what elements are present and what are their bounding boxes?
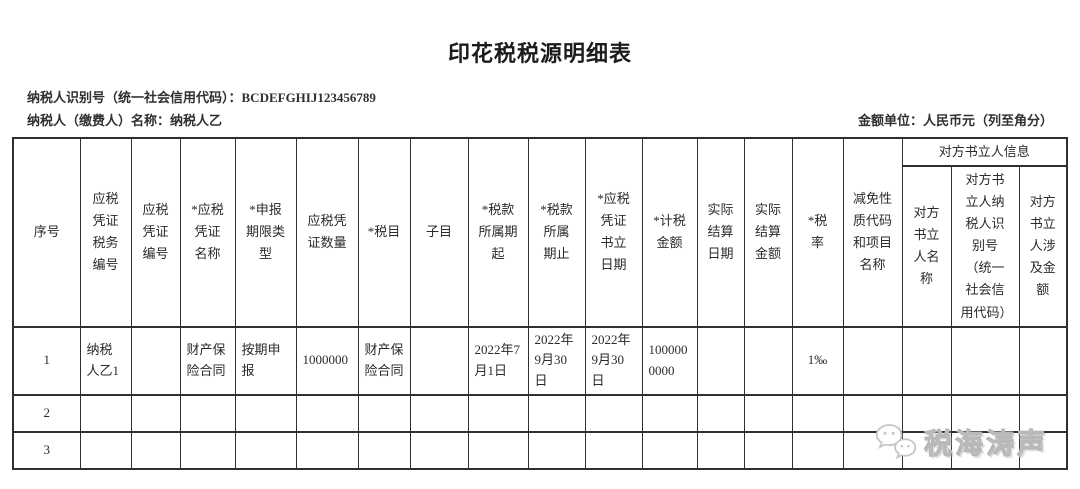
table-cell: 1 <box>12 325 81 397</box>
table-cell: 财产保险合同 <box>357 325 411 397</box>
column-header-cell: *税率 <box>791 137 844 328</box>
table-cell <box>641 394 698 434</box>
table-cell: 财产保险合同 <box>179 325 236 397</box>
table-body: 1 纳税人乙1 财产保险合同 按期申报 1000000 财产保险合同 2022年7月1日 20… <box>12 325 1068 471</box>
column-header-cell: *税款所属期起 <box>467 137 529 328</box>
table-cell: 2022年9月30日 <box>527 325 586 397</box>
table-cell <box>1018 431 1068 471</box>
column-header-cell: *应税凭证名称 <box>179 137 236 328</box>
table-cell <box>409 325 469 397</box>
table-cell: 1000000 <box>295 325 359 397</box>
table-cell: 2022年7月1日 <box>467 325 529 397</box>
table-cell: 1‰ <box>791 325 844 397</box>
table-cell <box>950 394 1020 434</box>
table-cell <box>696 431 745 471</box>
table-cell <box>130 394 181 434</box>
table-cell <box>130 325 181 397</box>
column-header-cell: 子目 <box>409 137 469 328</box>
table-cell <box>1018 394 1068 434</box>
taxpayer-name-value: 纳税人乙 <box>170 113 223 128</box>
column-header-cell: *税款所属期止 <box>527 137 586 328</box>
table-cell <box>1018 325 1068 397</box>
table-cell <box>527 431 586 471</box>
table-cell <box>357 431 411 471</box>
table-cell <box>234 431 297 471</box>
table-cell <box>295 431 359 471</box>
table-cell <box>584 394 643 434</box>
column-header-cell: 对方书立人纳税人识别号（统一社会信用代码） <box>950 165 1020 328</box>
taxpayer-name-line: 纳税人（缴费人）名称：纳税人乙 <box>27 110 222 129</box>
table-cell <box>950 325 1020 397</box>
table-cell <box>743 325 793 397</box>
column-header-cell: 对方书立人名称 <box>901 165 952 328</box>
table-row: 1 纳税人乙1 财产保险合同 按期申报 1000000 财产保险合同 2022年7月1日 20… <box>12 325 1068 397</box>
page-title: 印花税税源明细表 <box>447 41 632 66</box>
column-header-cell: 实际结算日期 <box>696 137 745 328</box>
table-cell <box>950 431 1020 471</box>
column-header-cell: 应税凭证税务编号 <box>79 137 132 328</box>
column-header-cell: 应税凭证编号 <box>130 137 181 328</box>
table-cell: 2 <box>12 394 81 434</box>
table-cell <box>791 394 844 434</box>
taxpayer-id-line: 纳税人识别号（统一社会信用代码）：BCDEFGHIJ123456789 <box>27 87 376 106</box>
table-cell: 2022年9月30日 <box>584 325 643 397</box>
table-cell <box>79 431 132 471</box>
table-cell <box>743 431 793 471</box>
table-cell <box>584 431 643 471</box>
column-header-cell: 减免性质代码和项目名称 <box>842 137 903 328</box>
table-cell <box>842 325 903 397</box>
column-header-cell: *计税金额 <box>641 137 698 328</box>
table-cell <box>409 431 469 471</box>
table-cell <box>357 394 411 434</box>
table-cell <box>842 394 903 434</box>
table-header: 序号 应税凭证税务编号 应税凭证编号 *应税凭证名称 *申报期限类型 应税凭证数量 *税目子… <box>12 137 1068 328</box>
table-cell <box>901 431 952 471</box>
header-row-sub: 对方书立人名称 对方书立人纳税人识别号（统一社会信用代码） 对方书立人涉及金额 <box>13 165 1068 328</box>
table-cell <box>409 394 469 434</box>
column-header-cell: 对方书立人涉及金额 <box>1018 165 1068 328</box>
table-cell <box>467 394 529 434</box>
header-row-main: 序号 应税凭证税务编号 应税凭证编号 *应税凭证名称 *申报期限类型 应税凭证数量 *税目子… <box>12 137 1068 328</box>
table-cell <box>179 394 236 434</box>
column-header-cell: *应税凭证书立日期 <box>584 137 643 328</box>
table-cell <box>696 394 745 434</box>
group-header-cell: 对方书立人信息 <box>901 137 1068 167</box>
table-cell <box>696 325 745 397</box>
table-cell: 3 <box>12 431 81 471</box>
column-header-cell: *申报期限类型 <box>234 137 297 328</box>
amount-unit-note: 金额单位：人民币元（列至角分） <box>857 113 1053 128</box>
table-cell <box>901 325 952 397</box>
column-header-cell: 序号 <box>12 137 81 328</box>
table-cell <box>842 431 903 471</box>
table-cell <box>234 394 297 434</box>
table-cell <box>467 431 529 471</box>
table-cell: 按期申报 <box>234 325 297 397</box>
table-cell <box>743 394 793 434</box>
table-cell <box>641 431 698 471</box>
table-cell <box>79 394 132 434</box>
table-cell <box>791 431 844 471</box>
table-cell <box>179 431 236 471</box>
taxpayer-name-label: 纳税人（缴费人）名称： <box>27 113 171 128</box>
table-cell: 纳税人乙1 <box>79 325 132 397</box>
table-cell: 1000000000 <box>641 325 698 397</box>
table-row: 2 <box>12 394 1068 434</box>
taxpayer-id-value: BCDEFGHIJ123456789 <box>241 90 376 105</box>
column-header-cell: *税目 <box>357 137 411 328</box>
tax-table: 序号 应税凭证税务编号 应税凭证编号 *应税凭证名称 *申报期限类型 应税凭证数量 *税目子… <box>12 137 1069 471</box>
column-header-cell: 实际结算金额 <box>743 137 793 328</box>
taxpayer-id-label: 纳税人识别号（统一社会信用代码）： <box>27 90 242 105</box>
table-cell <box>901 394 952 434</box>
column-header-cell: 应税凭证数量 <box>295 137 359 328</box>
table-cell <box>295 394 359 434</box>
table-row: 3 <box>12 431 1068 471</box>
table-cell <box>130 431 181 471</box>
table-cell <box>527 394 586 434</box>
